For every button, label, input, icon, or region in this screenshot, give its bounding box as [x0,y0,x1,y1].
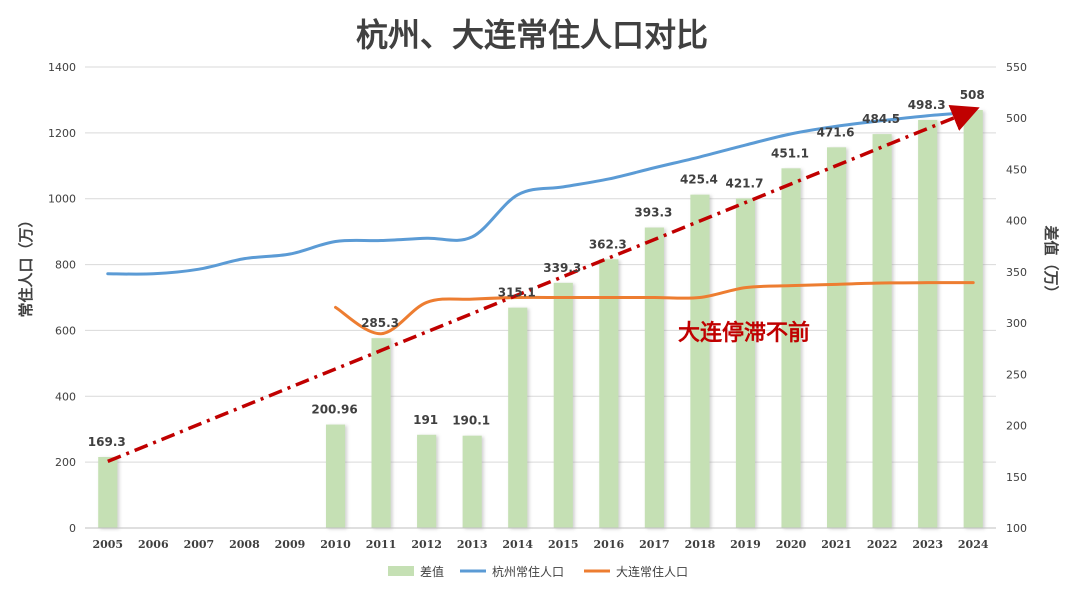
bar [417,434,437,528]
bar [553,282,573,528]
x-tick-label: 2022 [867,538,898,551]
y2-tick-label: 150 [1006,471,1027,484]
x-tick-label: 2024 [958,538,989,551]
x-tick-label: 2019 [730,538,761,551]
annotation-dalian-stagnant: 大连停滞不前 [678,320,810,346]
y2-tick-label: 550 [1006,61,1027,74]
y2-axis-label: 差值（万） [1042,225,1060,300]
x-tick-label: 2021 [821,538,852,551]
data-label: 200.96 [311,403,357,417]
x-tick-label: 2005 [92,538,123,551]
y-tick-label: 1000 [48,193,76,206]
data-label: 393.3 [634,206,672,220]
x-tick-label: 2010 [320,538,351,551]
x-tick-label: 2023 [912,538,943,551]
x-tick-label: 2007 [184,538,215,551]
data-label: 421.7 [725,176,763,190]
data-label: 508 [960,88,985,102]
x-tick-label: 2006 [138,538,169,551]
legend-swatch [388,566,414,576]
legend-label: 杭州常住人口 [492,564,564,579]
bar [781,168,801,528]
legend-label: 差值 [420,564,444,579]
y-tick-label: 0 [69,522,76,535]
data-label: 451.1 [771,146,809,160]
axes: 0 200 400 600 800 1000 1200 1400 100 150 200 250 300… [48,61,1027,551]
x-tick-label: 2008 [229,538,260,551]
data-label: 191 [413,413,438,427]
bar [644,227,664,528]
bar [690,194,710,528]
data-label: 169.3 [88,435,126,449]
x-tick-label: 2013 [457,538,488,551]
x-tick-label: 2020 [776,538,807,551]
gridlines [85,66,996,529]
y-tick-label: 200 [55,456,76,469]
y2-tick-label: 400 [1006,215,1027,228]
data-labels: 169.3 200.96 285.3 191 190.1 315.1 339.3 362.3 3… [88,88,985,449]
lines [106,110,975,336]
line-hangzhou [106,110,975,276]
x-tick-label: 2014 [502,538,533,551]
bars [98,110,983,528]
x-tick-label: 2018 [685,538,716,551]
y-tick-label: 600 [55,324,76,337]
legend: 差值 杭州常住人口 大连常住人口 [388,564,688,579]
y-tick-label: 1400 [48,61,76,74]
y-axis-label: 常住人口（万） [17,212,35,317]
bar [98,457,118,528]
bar [872,134,892,528]
line-dalian [334,281,975,336]
data-label: 285.3 [361,316,399,330]
data-label: 339.3 [543,261,581,275]
x-tick-label: 2009 [275,538,306,551]
y2-tick-label: 450 [1006,163,1027,176]
bar [325,424,346,528]
bar [963,110,983,528]
x-tick-label: 2017 [639,538,670,551]
trend-line [107,104,980,464]
y2-tick-label: 350 [1006,266,1027,279]
y2-tick-label: 250 [1006,368,1027,381]
bar [918,119,938,528]
y2-tick-label: 300 [1006,317,1027,330]
x-tick-label: 2015 [548,538,579,551]
bar [735,198,756,528]
y-tick-label: 400 [55,390,76,403]
data-label: 498.3 [908,98,946,112]
chart-title: 杭州、大连常住人口对比 [356,16,708,54]
y2-tick-label: 200 [1006,420,1027,433]
bar [508,307,528,528]
x-tick-label: 2016 [594,538,625,551]
legend-label: 大连常住人口 [616,564,688,579]
data-label: 425.4 [680,173,718,187]
bar [827,147,847,528]
x-tick-label: 2011 [366,538,397,551]
y2-tick-label: 100 [1006,522,1027,535]
x-tick-label: 2012 [411,538,442,551]
data-label: 362.3 [589,237,627,251]
bar [599,259,619,528]
y2-tick-label: 500 [1006,112,1027,125]
y-tick-label: 1200 [48,127,76,140]
data-label: 484.5 [862,112,900,126]
data-label: 471.6 [817,125,855,139]
trend-arrow [107,104,980,464]
bar [462,435,482,528]
data-label: 190.1 [452,414,490,428]
y-tick-label: 800 [55,259,76,272]
bar [371,338,391,528]
data-label: 315.1 [498,286,536,300]
